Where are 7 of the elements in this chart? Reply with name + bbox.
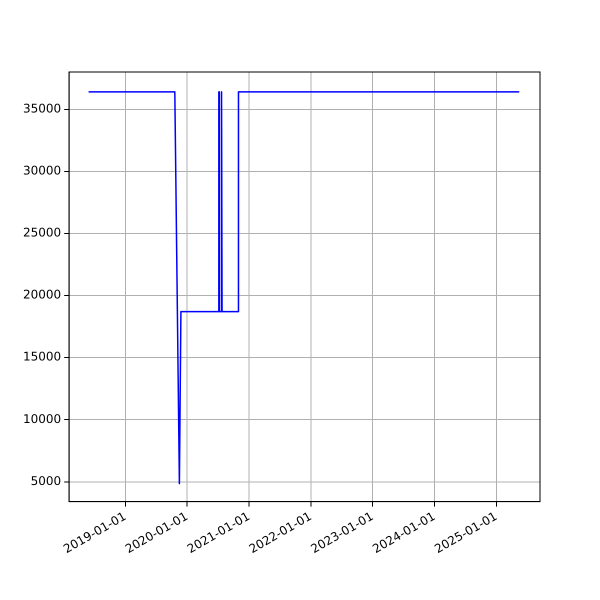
y-tick-label: 15000	[22, 350, 62, 364]
y-tick-label: 30000	[22, 163, 62, 178]
y-tick-label: 35000	[22, 101, 62, 116]
y-tick-label: 5000	[30, 474, 62, 488]
y-tick-label: 20000	[22, 288, 62, 302]
y-tick-label: 25000	[22, 226, 62, 240]
y-tick-label: 10000	[22, 412, 62, 426]
